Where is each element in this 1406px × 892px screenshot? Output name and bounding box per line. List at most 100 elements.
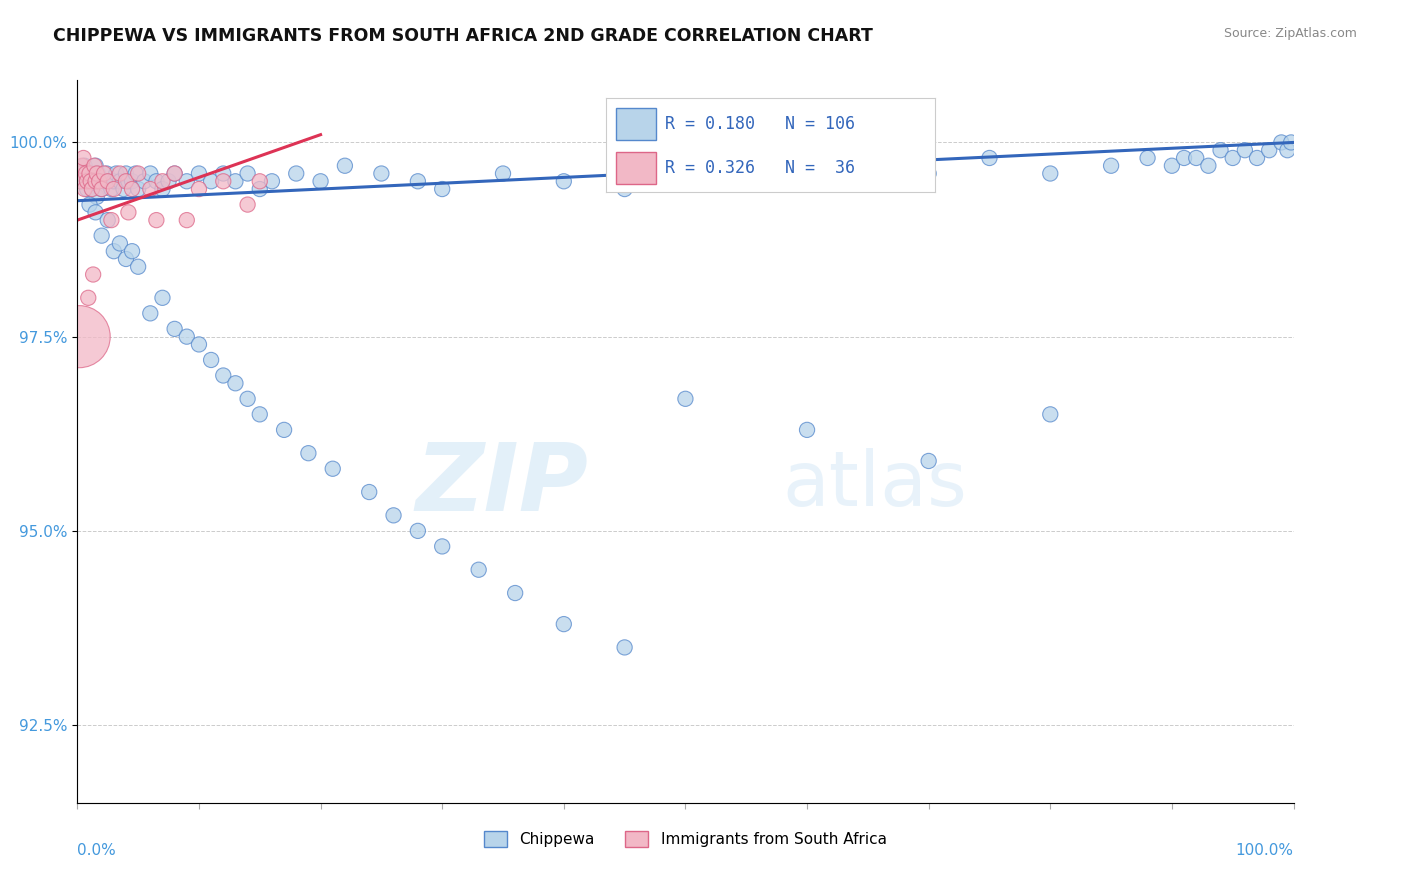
Point [67,329,90,343]
Point [212,368,235,383]
Point [100,213,122,227]
Point [117,174,139,188]
Point [127,167,149,181]
Point [82,167,104,181]
Point [75,167,97,181]
Point [1270,136,1292,150]
Point [90,228,112,243]
Point [918,454,941,468]
Point [145,174,167,188]
Point [93,174,115,188]
Point [108,167,131,181]
Text: ZIP: ZIP [415,439,588,531]
Point [97,213,120,227]
Point [309,174,332,188]
Point [613,640,636,655]
Point [188,182,211,196]
Point [103,244,125,259]
Point [249,182,271,196]
Point [73,182,96,196]
Point [236,197,259,211]
Point [1173,151,1195,165]
Point [236,392,259,406]
Point [103,182,125,196]
Point [87,167,110,181]
Point [115,174,138,188]
Point [157,174,180,188]
Point [370,167,392,181]
Point [86,167,108,181]
Point [89,174,111,188]
Point [79,167,101,181]
Point [112,182,135,196]
Point [80,182,103,196]
Point [79,167,101,181]
Point [72,151,94,165]
Point [236,167,259,181]
Point [322,461,344,475]
Point [503,586,526,600]
Point [1209,143,1232,157]
Point [100,182,122,196]
Point [176,213,198,227]
Point [84,174,107,188]
Point [121,244,143,259]
Text: atlas: atlas [783,448,967,522]
Point [70,159,93,173]
Point [77,174,100,188]
Point [553,174,575,188]
Point [152,182,174,196]
Point [134,174,156,188]
Point [796,167,818,181]
Point [285,167,308,181]
Point [188,167,211,181]
Point [79,197,101,211]
Point [82,268,104,282]
Point [105,167,128,181]
Point [86,190,108,204]
Point [69,167,91,181]
Point [83,174,105,188]
Point [97,174,120,188]
Point [249,174,271,188]
Text: Source: ZipAtlas.com: Source: ZipAtlas.com [1223,27,1357,40]
Point [1197,159,1219,173]
Point [1185,151,1208,165]
Point [152,291,174,305]
Point [406,524,429,538]
Point [212,174,235,188]
Point [359,485,381,500]
Point [152,174,174,188]
Point [83,159,105,173]
Point [108,236,131,251]
Point [1222,151,1244,165]
Point [139,182,162,196]
Point [735,159,758,173]
Point [73,159,96,173]
Point [117,205,139,219]
Point [188,337,211,351]
Point [224,376,246,391]
Point [139,306,162,320]
Point [675,392,697,406]
Point [796,423,818,437]
Point [80,174,103,188]
Point [84,159,107,173]
Point [430,182,453,196]
Point [103,174,125,188]
Point [406,174,429,188]
Point [121,182,143,196]
Point [127,182,149,196]
Point [1136,151,1159,165]
Point [212,167,235,181]
Point [1279,136,1302,150]
Point [108,174,131,188]
Point [200,353,222,368]
Point [1099,159,1122,173]
Point [89,174,111,188]
Point [467,563,489,577]
Point [96,167,118,181]
Point [163,167,186,181]
Point [97,174,120,188]
Point [382,508,405,523]
